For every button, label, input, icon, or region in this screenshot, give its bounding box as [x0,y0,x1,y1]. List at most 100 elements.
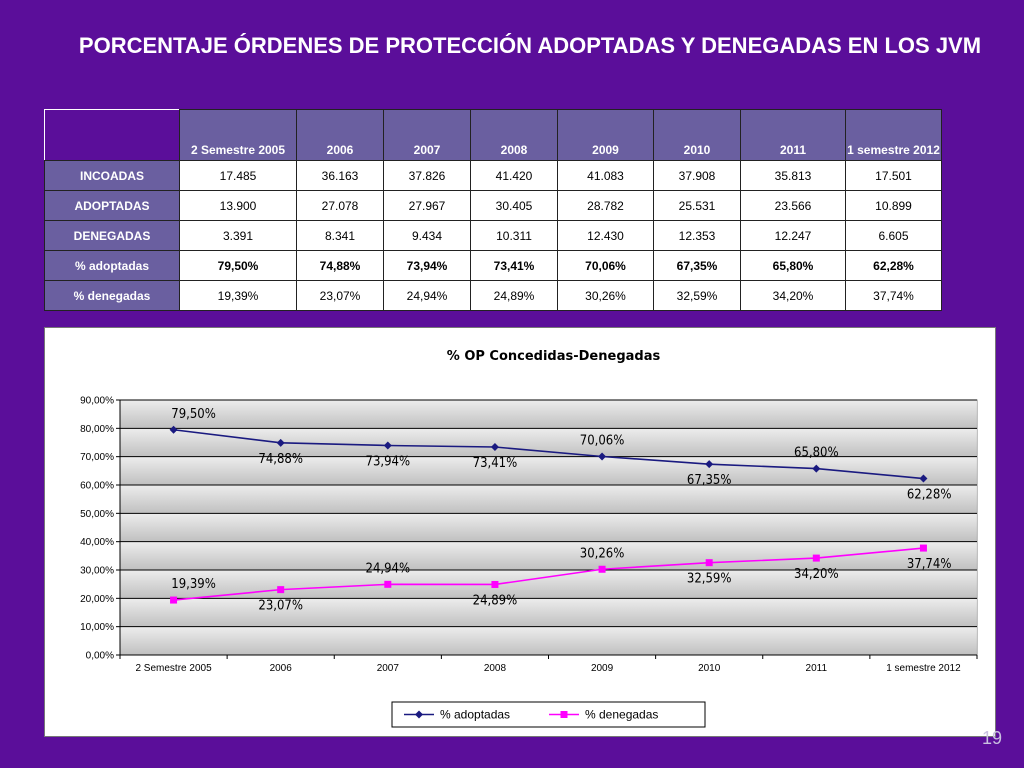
table-cell: 79,50% [179,250,297,281]
y-tick-label: 50,00% [80,509,114,520]
data-label: 24,89% [473,593,518,608]
table-cell: 12.247 [740,220,846,251]
x-tick-label: 1 semestre 2012 [886,663,961,674]
data-point [919,474,928,483]
data-label: 62,28% [907,488,952,503]
data-point [490,443,499,452]
table-cell: 10.311 [470,220,558,251]
data-point [598,452,607,461]
legend-marker [560,711,568,718]
data-point [919,544,927,552]
table-cell: 24,94% [383,280,471,311]
table-cell: 34,20% [740,280,846,311]
table-cell: 17.485 [179,160,297,191]
data-label: 79,50% [171,407,216,422]
grid-band [120,626,977,655]
table-cell: 32,59% [653,280,741,311]
table-row: DENEGADAS 3.391 8.341 9.434 10.311 12.430 12.3… [44,220,942,251]
row-label: % adoptadas [44,250,180,281]
table-cell: 27.967 [383,190,471,221]
legend-label: % denegadas [585,708,658,722]
row-label: ADOPTADAS [44,190,180,221]
data-point [705,559,713,567]
table-cell: 24,89% [470,280,558,311]
row-label: % denegadas [44,280,180,311]
page-number: 19 [981,728,1002,748]
x-tick-label: 2008 [484,663,507,674]
data-label: 73,41% [473,456,518,471]
grid-band [120,570,977,599]
column-header: 2006 [296,109,384,161]
table-row: INCOADAS 17.485 36.163 37.826 41.420 41.083 37… [44,160,942,191]
column-header: 2007 [383,109,471,161]
table-cell: 36.163 [296,160,384,191]
row-label: INCOADAS [44,160,180,191]
table-cell: 37,74% [845,280,942,311]
x-tick-label: 2 Semestre 2005 [135,663,212,674]
grid-band [120,485,977,514]
chart-title: % OP Concedidas-Denegadas [447,349,661,364]
grid-band [120,400,977,429]
y-tick-label: 90,00% [80,396,114,407]
chart-canvas: % OP Concedidas-Denegadas 0,00% 10,00% 20,0… [80,349,978,728]
data-label: 19,39% [171,577,216,592]
data-label: 73,94% [366,455,411,470]
y-tick-label: 60,00% [80,481,114,492]
y-tick-label: 40,00% [80,537,114,548]
y-tick-label: 70,00% [80,452,114,463]
column-header: 2010 [653,109,741,161]
y-tick-label: 80,00% [80,424,114,435]
table-cell: 13.900 [179,190,297,221]
column-header: 2008 [470,109,558,161]
y-tick-label: 20,00% [80,594,114,605]
table-row: ADOPTADAS 13.900 27.078 27.967 30.405 28.782 2… [44,190,942,221]
table-cell: 19,39% [179,280,297,311]
data-label: 24,94% [366,561,411,576]
data-point [812,554,820,562]
row-label: DENEGADAS [44,220,180,251]
table-cell: 67,35% [653,250,741,281]
data-label: 23,07% [258,599,303,614]
grid-band [120,598,977,627]
table-cell: 74,88% [296,250,384,281]
table-cell: 27.078 [296,190,384,221]
data-label: 32,59% [687,572,732,587]
x-tick-label: 2009 [591,663,614,674]
x-tick-label: 2010 [698,663,721,674]
data-table: 2 Semestre 2005 2006 2007 2008 2009 2010… [44,109,942,311]
legend [391,701,706,728]
data-label: 65,80% [794,446,839,461]
series-line-0 [173,428,924,480]
data-point [276,438,285,447]
line-chart: % OP Concedidas-Denegadas 0,00% 10,00% 20,0… [44,327,996,737]
data-point [384,580,392,588]
data-point [383,441,392,450]
grid-band [120,513,977,542]
table-cell: 17.501 [845,160,942,191]
table-cell: 62,28% [845,250,942,281]
table-cell: 12.430 [557,220,654,251]
legend-label: % adoptadas [440,708,510,722]
table-cell: 37.908 [653,160,741,191]
data-point [491,580,499,588]
data-point [812,464,821,473]
table-cell: 9.434 [383,220,471,251]
data-label: 67,35% [687,473,732,488]
table-cell: 73,94% [383,250,471,281]
data-label: 74,88% [258,452,303,467]
table-cell: 41.420 [470,160,558,191]
x-tick-label: 2007 [377,663,400,674]
table-row: % adoptadas 79,50% 74,88% 73,94% 73,41% 70,06… [44,250,942,281]
table-cell: 3.391 [179,220,297,251]
table-cell: 65,80% [740,250,846,281]
page-title: PORCENTAJE ÓRDENES DE PROTECCIÓN ADOPTAD… [78,33,982,58]
table-cell: 28.782 [557,190,654,221]
x-tick-label: 2011 [806,663,828,674]
table-cell: 30,26% [557,280,654,311]
table-cell: 70,06% [557,250,654,281]
legend-marker [415,710,423,719]
x-tick-label: 2006 [270,663,293,674]
data-point [169,425,178,434]
table-row: % denegadas 19,39% 23,07% 24,94% 24,89% 30,26… [44,280,942,311]
data-label: 30,26% [580,546,625,561]
